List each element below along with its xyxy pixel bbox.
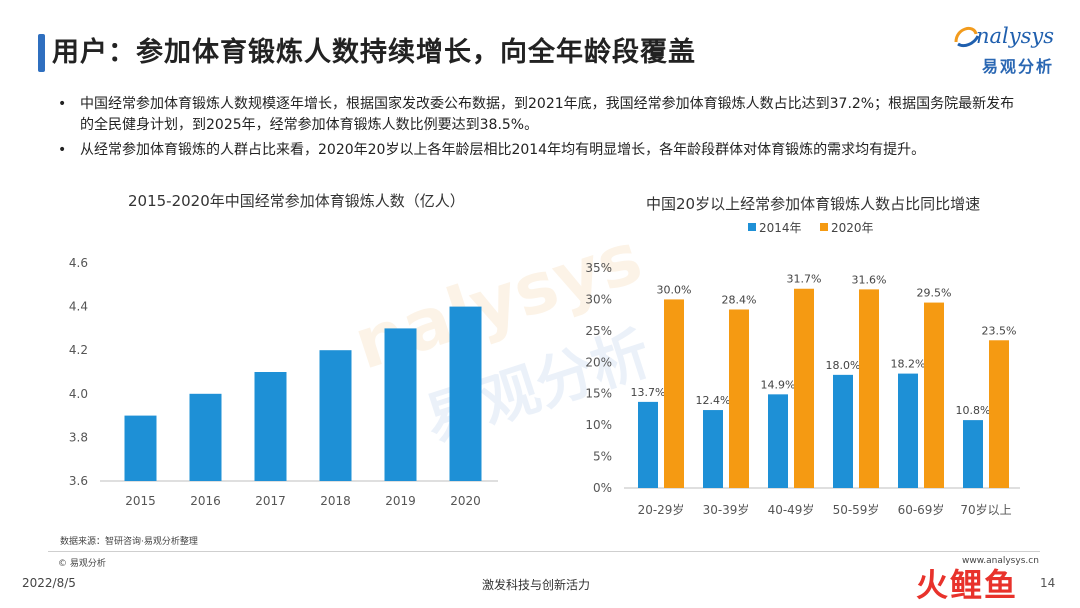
chart2-x-tick-label: 60-69岁: [898, 502, 945, 517]
footer-divider: [48, 551, 1040, 552]
chart1-y-tick-label: 4.6: [69, 256, 88, 270]
chart2-bar-2020: [664, 299, 684, 488]
bullet-list: • 中国经常参加体育锻炼人数规模逐年增长，根据国家发改委公布数据，到2021年底…: [58, 94, 1018, 165]
chart1-bar: [254, 372, 287, 481]
chart2-x-tick-label: 50-59岁: [833, 502, 880, 517]
bullet-item: • 从经常参加体育锻炼的人群占比来看，2020年20岁以上各年龄层相比2014年…: [58, 140, 1018, 161]
logo-swoosh-icon: [954, 26, 980, 48]
chart1-bar: [449, 306, 482, 481]
chart2-x-tick-label: 70岁以上: [960, 502, 1011, 517]
chart1-bar: [319, 350, 352, 481]
chart2-bar-2014: [768, 394, 788, 488]
chart2-data-label: 14.9%: [761, 378, 796, 391]
website-url: www.analysys.cn: [962, 556, 1039, 566]
chart1-x-tick-label: 2020: [450, 494, 481, 508]
chart2-data-label: 18.2%: [891, 358, 926, 371]
chart1-bar: [384, 328, 417, 481]
bullet-dot-icon: •: [58, 96, 67, 112]
chart2-bar-2020: [989, 340, 1009, 488]
chart2-y-tick-label: 0%: [593, 481, 612, 495]
chart2-data-label: 10.8%: [956, 404, 991, 417]
copyright: © 易观分析: [58, 559, 106, 569]
chart2-data-label: 31.7%: [787, 273, 822, 286]
chart2-y-tick-label: 10%: [585, 418, 612, 432]
chart2-bar-2020: [859, 289, 879, 488]
chart2-data-label: 12.4%: [696, 394, 731, 407]
brand-watermark: 火鲤鱼: [916, 566, 1019, 604]
chart1-y-tick-label: 4.4: [69, 300, 88, 314]
chart2-y-tick-label: 20%: [585, 355, 612, 369]
chart2-bar-2014: [833, 374, 853, 488]
bullet-text: 中国经常参加体育锻炼人数规模逐年增长，根据国家发改委公布数据，到2021年底，我…: [80, 96, 1015, 133]
chart2-bar-2020: [794, 288, 814, 488]
chart2-y-tick-label: 5%: [593, 450, 612, 464]
chart2-data-label: 29.5%: [917, 287, 952, 300]
footer-date: 2022/8/5: [22, 576, 76, 590]
chart2-x-tick-label: 30-39岁: [703, 502, 750, 517]
chart2-bar-2014: [898, 373, 918, 488]
chart2-legend-label: 2020年: [831, 221, 874, 235]
title-accent-bar: [38, 34, 45, 72]
chart2-data-label: 31.6%: [852, 273, 887, 286]
chart2-legend-swatch: [820, 223, 828, 231]
logo-text-en: nalysys: [976, 24, 1055, 48]
chart2-y-tick-label: 25%: [585, 324, 612, 338]
chart2-legend-swatch: [748, 223, 756, 231]
logo-text-cn: 易观分析: [982, 57, 1055, 76]
analysys-logo: nalysys 易观分析: [952, 20, 1062, 80]
chart2-bar-2014: [638, 401, 658, 488]
chart2-bar-2014: [703, 410, 723, 488]
chart2-data-label: 13.7%: [631, 386, 666, 399]
chart1-bar: [124, 415, 157, 481]
chart1-y-tick-label: 3.6: [69, 474, 88, 488]
chart2-x-tick-label: 40-49岁: [768, 502, 815, 517]
chart1-y-tick-label: 4.2: [69, 343, 88, 357]
chart2-data-label: 28.4%: [722, 293, 757, 306]
chart1-y-tick-label: 4.0: [69, 387, 88, 401]
chart2-x-tick-label: 20-29岁: [638, 502, 685, 517]
chart1-x-tick-label: 2017: [255, 494, 286, 508]
chart1-title: 2015-2020年中国经常参加体育锻炼人数（亿人）: [128, 192, 465, 210]
footer-slogan: 激发科技与创新活力: [482, 578, 591, 592]
chart1-y-tick-label: 3.8: [69, 430, 88, 444]
chart1-x-tick-label: 2016: [190, 494, 221, 508]
page-number: 14: [1040, 576, 1056, 590]
chart2-legend-label: 2014年: [759, 221, 802, 235]
chart1-x-tick-label: 2015: [125, 494, 156, 508]
page-title: 用户：参加体育锻炼人数持续增长，向全年龄段覆盖: [52, 37, 696, 68]
chart2-bar-2020: [924, 302, 944, 488]
chart2-data-label: 30.0%: [657, 283, 692, 296]
chart1-x-tick-label: 2018: [320, 494, 351, 508]
chart2-bar-2020: [729, 309, 749, 488]
chart2-data-label: 18.0%: [826, 359, 861, 372]
bullet-text: 从经常参加体育锻炼的人群占比来看，2020年20岁以上各年龄层相比2014年均有…: [80, 142, 926, 158]
data-source: 数据来源：智研咨询·易观分析整理: [60, 537, 198, 547]
bullet-item: • 中国经常参加体育锻炼人数规模逐年增长，根据国家发改委公布数据，到2021年底…: [58, 94, 1018, 136]
chart1-bar: [189, 393, 222, 481]
chart2-bar-2014: [963, 420, 983, 488]
chart2-title: 中国20岁以上经常参加体育锻炼人数占比同比增速: [646, 195, 981, 213]
chart2-y-tick-label: 15%: [585, 387, 612, 401]
chart2-y-tick-label: 35%: [585, 261, 612, 275]
chart2-y-tick-label: 30%: [585, 292, 612, 306]
chart1-x-tick-label: 2019: [385, 494, 416, 508]
bullet-dot-icon: •: [58, 142, 67, 158]
chart2-data-label: 23.5%: [982, 324, 1017, 337]
